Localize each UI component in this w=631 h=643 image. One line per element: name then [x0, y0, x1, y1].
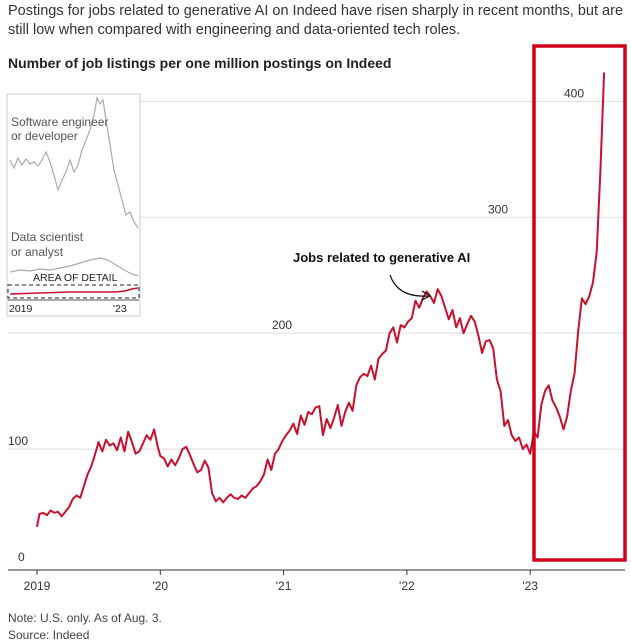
inset-detail-label: AREA OF DETAIL [33, 272, 118, 284]
y-tick-label-100: 100 [8, 434, 28, 448]
inset-data-scientist-line [9, 257, 139, 277]
inset-software-line [9, 96, 139, 229]
chart-subtitle: Postings for jobs related to generative … [8, 3, 624, 38]
inset-detail-box [7, 284, 140, 299]
x-tick-labels: 2019 '20 '21 '22 '23 [24, 570, 538, 593]
annotation-label: Jobs related to generative AI [293, 250, 470, 265]
inset-overview-chart: Software engineer or developer Data scie… [6, 93, 141, 317]
footer-note: Note: U.S. only. As of Aug. 3. [8, 611, 162, 625]
y-tick-label-300: 300 [488, 202, 508, 216]
inset-software-label-line2: or developer [11, 129, 78, 143]
inset-genai-line [9, 287, 139, 295]
x-tick-label-2022: '22 [399, 579, 415, 593]
x-tick-label-2019: 2019 [24, 579, 51, 593]
annotation-arrow [389, 274, 429, 297]
y-tick-label-0: 0 [18, 550, 25, 564]
x-tick-label-2023: '23 [522, 579, 538, 593]
highlight-box-2023 [532, 44, 627, 562]
footer-source: Source: Indeed [8, 628, 90, 642]
y-tick-label-400: 400 [564, 86, 584, 100]
x-tick-label-2021: '21 [276, 579, 292, 593]
y-tick-label-200: 200 [272, 318, 292, 332]
y-tick-labels: 0 100 200 300 400 [8, 86, 584, 564]
inset-software-label-line1: Software engineer [11, 115, 108, 129]
inset-x-label-start: 2019 [9, 303, 33, 315]
x-tick-label-2020: '20 [152, 579, 168, 593]
inset-frame [6, 93, 141, 317]
y-axis-title: Number of job listings per one million p… [8, 55, 392, 71]
inset-data-label-line1: Data scientist [11, 230, 84, 244]
annotation-arrow-head [421, 290, 432, 301]
inset-data-label-line2: or analyst [11, 245, 64, 259]
series-line-generative-ai [36, 72, 606, 527]
inset-x-label-end: '23 [113, 303, 127, 315]
